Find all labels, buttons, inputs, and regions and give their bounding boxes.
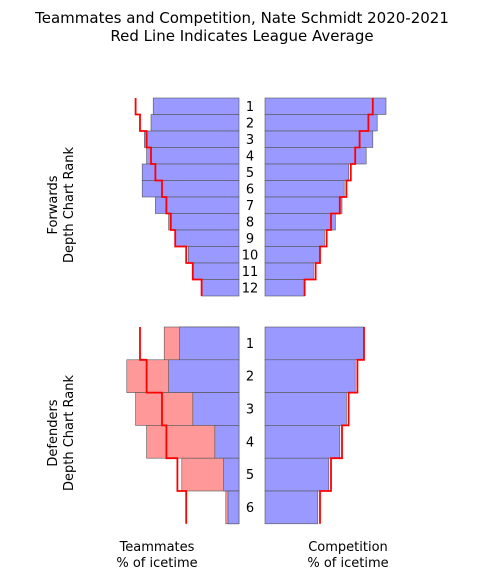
forward-teammates-bar <box>168 213 240 231</box>
forward-rank-label: 3 <box>246 133 254 148</box>
forward-competition-league-line <box>303 98 374 296</box>
forwards-ylabel: Forwards <box>46 175 61 234</box>
forward-rank-label: 11 <box>242 265 259 280</box>
defender-teammates-blue-bar <box>192 392 240 426</box>
forward-competition-bar <box>264 229 325 247</box>
forward-competition-bar <box>264 97 387 115</box>
defender-rank-label: 5 <box>246 468 254 483</box>
forward-teammates-bar <box>152 97 240 115</box>
forward-rank-label: 1 <box>246 100 254 115</box>
defender-competition-bar <box>264 326 365 361</box>
forward-competition-bar <box>264 262 314 280</box>
forward-rank-label: 5 <box>246 166 254 181</box>
forward-teammates-bar <box>188 246 240 264</box>
forward-competition-bar <box>264 147 367 165</box>
forward-teammates-bar <box>146 147 240 165</box>
chart-title: Teammates and Competition, Nate Schmidt … <box>34 9 449 27</box>
defender-rank-label: 2 <box>246 370 254 385</box>
defender-competition-bar <box>264 457 330 492</box>
forward-competition-bar <box>264 279 305 297</box>
defender-teammates-blue-bar <box>227 490 240 525</box>
forward-competition-bar <box>264 213 336 231</box>
defender-competition-bar <box>264 425 341 459</box>
forward-rank-label: 8 <box>246 215 254 230</box>
forward-teammates-league-line <box>134 98 203 296</box>
defender-teammates-blue-bar <box>179 326 240 361</box>
defender-competition-league-line <box>319 327 365 524</box>
forward-competition-bar <box>264 163 349 181</box>
forwards-ylabel: Depth Chart Rank <box>62 147 77 264</box>
forward-teammates-bar <box>150 114 240 132</box>
defender-competition-bar <box>264 392 347 426</box>
forward-rank-label: 6 <box>246 182 254 197</box>
bars-layer <box>126 97 387 525</box>
forward-rank-label: 12 <box>242 281 259 296</box>
forward-teammates-bar <box>144 130 240 148</box>
forward-teammates-bar <box>141 163 240 181</box>
defender-teammates-blue-bar <box>168 359 240 393</box>
forward-teammates-bar <box>201 279 240 297</box>
chart-subtitle: Red Line Indicates League Average <box>110 27 373 45</box>
forward-rank-label: 10 <box>242 248 259 263</box>
defender-teammates-blue-bar <box>223 457 240 492</box>
forward-competition-bar <box>264 246 321 264</box>
forward-rank-label: 7 <box>246 199 254 214</box>
league-lines-layer <box>134 98 374 524</box>
forward-teammates-bar <box>155 196 240 214</box>
defender-teammates-blue-bar <box>214 425 240 459</box>
forward-rank-label: 2 <box>246 116 254 131</box>
forward-rank-label: 9 <box>246 232 254 247</box>
defender-competition-bar <box>264 490 319 525</box>
defender-competition-bar <box>264 359 356 393</box>
forward-teammates-bar <box>192 262 240 280</box>
forward-teammates-bar <box>141 180 240 198</box>
forward-competition-bar <box>264 196 343 214</box>
defender-teammates-league-line <box>139 327 188 524</box>
defender-rank-label: 3 <box>246 403 254 418</box>
competition-xlabel: Competition <box>308 540 388 555</box>
forward-competition-bar <box>264 114 378 132</box>
forward-rank-label: 4 <box>246 149 254 164</box>
forward-teammates-bar <box>174 229 240 247</box>
defender-rank-label: 4 <box>246 435 254 450</box>
defender-rank-label: 6 <box>246 501 254 516</box>
forward-competition-bar <box>264 130 374 148</box>
competition-xlabel: % of icetime <box>307 556 388 571</box>
defenders-ylabel: Defenders <box>46 399 61 466</box>
defenders-ylabel: Depth Chart Rank <box>62 375 77 492</box>
teammates-xlabel: Teammates <box>119 540 195 555</box>
forward-competition-bar <box>264 180 345 198</box>
defender-rank-label: 1 <box>246 337 254 352</box>
teammates-xlabel: % of icetime <box>116 556 197 571</box>
